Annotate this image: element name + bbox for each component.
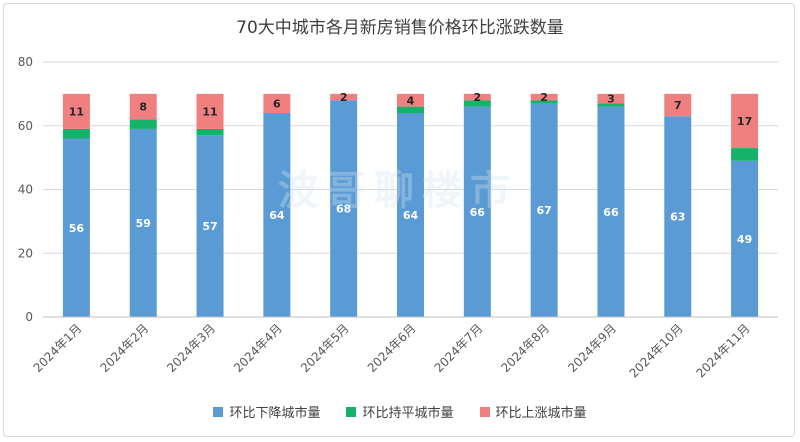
bar-segment: [664, 116, 692, 317]
bar-segment: [463, 100, 491, 107]
x-tick-label: 2024年8月: [498, 321, 552, 375]
data-label: 64: [403, 209, 419, 222]
data-label: 56: [69, 222, 85, 235]
legend: 环比下降城市量 环比持平城市量 环比上涨城市量: [0, 402, 800, 421]
data-label: 57: [202, 220, 217, 233]
legend-item: 环比持平城市量: [346, 402, 454, 421]
data-label: 2: [340, 91, 348, 104]
bar-segment: [530, 103, 558, 317]
data-label: 59: [136, 217, 151, 230]
bar-segment: [530, 93, 558, 101]
data-label: 7: [674, 99, 682, 112]
data-label: 2: [540, 91, 548, 104]
data-label: 68: [336, 203, 351, 216]
x-tick-label: 2024年11月: [693, 321, 752, 380]
bar-segment: [196, 93, 224, 129]
bar-segment: [62, 128, 90, 139]
bar-segment: [397, 93, 424, 107]
data-label: 3: [607, 93, 615, 106]
bar-segment: [397, 106, 424, 113]
x-tick-label: 2024年6月: [365, 321, 419, 375]
bar-segment: [129, 119, 157, 129]
legend-item: 环比上涨城市量: [479, 402, 587, 421]
data-label: 64: [269, 209, 285, 222]
x-tick-label: 2024年7月: [432, 321, 486, 375]
legend-label: 环比持平城市量: [362, 406, 454, 421]
legend-label: 环比上涨城市量: [495, 406, 587, 421]
data-label: 11: [69, 105, 84, 118]
bar-segment: [397, 113, 424, 317]
bar-segment: [62, 138, 90, 317]
legend-swatch: [346, 406, 357, 417]
bar-segment: [196, 135, 224, 317]
data-label: 66: [470, 206, 486, 219]
bar-segment: [597, 103, 625, 107]
bar-segment: [330, 100, 358, 317]
bar-segment: [263, 113, 291, 317]
x-tick-label: 2024年5月: [298, 321, 352, 375]
y-tick-label: 40: [18, 183, 33, 197]
data-label: 4: [407, 94, 415, 107]
bar-segment: [731, 93, 759, 149]
bar-segment: [731, 148, 759, 161]
y-tick-label: 20: [18, 246, 33, 260]
legend-swatch: [479, 406, 490, 417]
bar-segment: [463, 93, 491, 101]
x-tick-label: 2024年10月: [627, 321, 686, 380]
bar-segment: [664, 93, 692, 117]
data-label: 67: [536, 204, 551, 217]
chart-title: 70大中城市各月新房销售价格环比涨跌数量: [236, 18, 564, 38]
data-label: 2: [473, 91, 481, 104]
y-tick-label: 0: [25, 310, 33, 324]
bar-segment: [263, 93, 291, 113]
bar-segment: [330, 93, 358, 101]
bar-segment: [530, 100, 558, 104]
bar-segment: [597, 93, 625, 104]
data-label: 63: [670, 211, 685, 224]
data-label: 49: [737, 233, 752, 246]
data-label: 17: [737, 115, 752, 128]
bar-segment: [731, 160, 759, 317]
bar-segment: [597, 106, 625, 317]
bar-segment: [129, 93, 157, 120]
y-tick-label: 80: [18, 55, 33, 69]
x-tick-label: 2024年2月: [97, 321, 151, 375]
data-label: 6: [273, 97, 281, 110]
x-tick-label: 2024年9月: [565, 321, 619, 375]
legend-item: 环比下降城市量: [213, 402, 320, 421]
x-tick-label: 2024年3月: [164, 321, 218, 375]
bar-segment: [196, 128, 224, 136]
legend-swatch: [213, 406, 224, 417]
bar-segment: [129, 128, 157, 317]
x-tick-label: 2024年1月: [31, 321, 85, 375]
bar-segment: [62, 93, 90, 129]
data-label: 66: [603, 206, 619, 219]
legend-label: 环比下降城市量: [229, 406, 321, 421]
y-tick-label: 60: [18, 119, 33, 133]
data-label: 8: [139, 101, 147, 114]
bar-segment: [463, 106, 491, 317]
x-tick-label: 2024年4月: [231, 321, 285, 375]
data-label: 11: [202, 105, 217, 118]
